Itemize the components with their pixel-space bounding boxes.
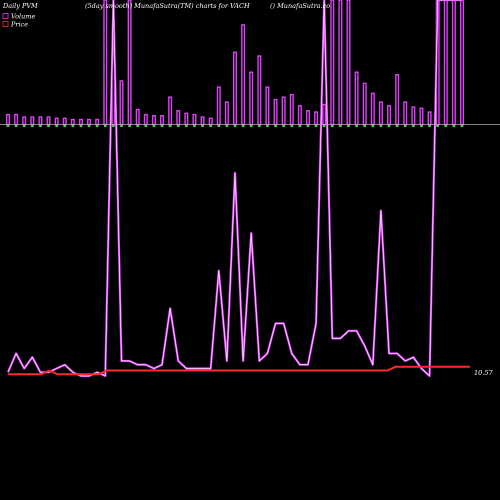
bar-base-marker: [233, 125, 237, 127]
bar-base-marker: [314, 125, 318, 127]
bar-base-marker: [152, 125, 156, 127]
bar-base-marker: [428, 125, 431, 127]
bar-base-marker: [420, 125, 423, 127]
bar-base-marker: [160, 125, 164, 127]
bar-base-marker: [355, 125, 358, 127]
header-middle: (5day smooth) MunafaSutra(TM) charts for…: [85, 2, 250, 10]
bar-base-marker: [95, 125, 99, 127]
bar-base-marker: [128, 125, 131, 127]
bar-base-marker: [6, 125, 10, 127]
bar-base-marker: [55, 125, 58, 127]
bar-base-marker: [298, 125, 302, 127]
bar-base-marker: [290, 125, 294, 127]
bar-base-marker: [282, 125, 285, 127]
bar-base-marker: [47, 125, 50, 127]
legend-swatch-volume: [2, 13, 9, 19]
bar-base-marker: [322, 125, 326, 127]
bar-base-marker: [201, 125, 204, 127]
bar-base-marker: [193, 125, 196, 127]
bar-base-marker: [103, 125, 107, 127]
header-left: Daily PVM: [2, 2, 38, 10]
bar-base-marker: [185, 125, 188, 127]
bar-base-marker: [412, 125, 415, 127]
bar-base-marker: [387, 125, 391, 127]
bar-base-marker: [120, 125, 123, 127]
bar-base-marker: [363, 125, 367, 127]
bar-base-marker: [22, 125, 26, 127]
bar-base-marker: [225, 125, 229, 127]
bar-base-marker: [176, 125, 180, 127]
bar-base-marker: [379, 125, 383, 127]
pvm-line-inner: [7, 0, 462, 377]
bar-base-marker: [136, 125, 140, 127]
bar-base-marker: [168, 125, 172, 127]
bar-base-marker: [444, 125, 448, 127]
bar-base-marker: [330, 125, 334, 127]
bar-base-marker: [249, 125, 253, 127]
bar-base-marker: [144, 125, 148, 127]
bar-base-marker: [112, 125, 115, 127]
bar-base-marker: [274, 125, 277, 127]
last-price-label: 10.57: [474, 369, 493, 377]
bar-base-marker: [403, 125, 407, 127]
bar-base-marker: [258, 125, 261, 127]
bar-base-marker: [266, 125, 269, 127]
bar-base-marker: [306, 125, 310, 127]
price-line: [8, 365, 470, 376]
bar-base-marker: [71, 125, 75, 127]
bar-base-marker: [452, 125, 456, 127]
bar-base-marker: [460, 125, 464, 127]
legend-swatch-price: [2, 21, 9, 27]
legend-label-volume: Volume: [11, 13, 35, 21]
bar-base-marker: [436, 125, 439, 127]
header-right: () MunafaSutra.co: [270, 2, 330, 10]
bar-base-marker: [371, 125, 375, 127]
bar-base-marker: [79, 125, 83, 127]
bar-base-marker: [217, 125, 221, 127]
bar-base-marker: [87, 125, 91, 127]
bar-base-marker: [14, 125, 18, 127]
bar-base-marker: [39, 125, 42, 127]
bar-base-marker: [347, 125, 350, 127]
bar-base-marker: [339, 125, 342, 127]
bar-base-marker: [63, 125, 67, 127]
legend-label-price: Price: [10, 21, 28, 29]
bar-base-marker: [395, 125, 399, 127]
bar-base-marker: [209, 125, 212, 127]
bar-base-marker: [241, 125, 245, 127]
bar-base-markers: [6, 125, 464, 127]
bar-base-marker: [31, 125, 34, 127]
